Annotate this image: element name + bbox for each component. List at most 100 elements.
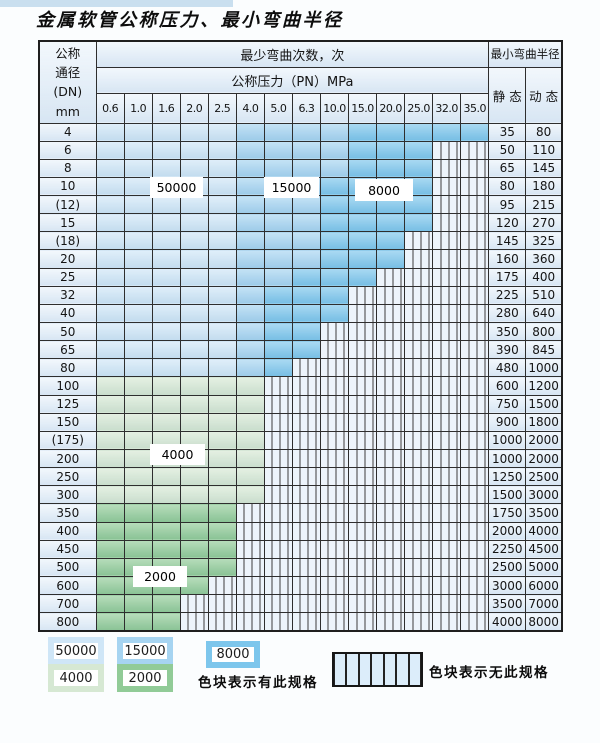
legend-swatch-4000: 4000 xyxy=(48,664,104,692)
no-spec-cell xyxy=(404,249,434,269)
no-spec-cell xyxy=(432,430,462,451)
spec-cell-2000 xyxy=(123,521,153,541)
spec-cell-15000 xyxy=(291,231,321,251)
no-spec-cell xyxy=(291,503,321,523)
legend-swatch-2000: 2000 xyxy=(117,664,173,692)
no-spec-cell xyxy=(460,394,490,414)
dynamic-value-cell: 6000 xyxy=(525,576,563,596)
no-spec-cell xyxy=(404,231,434,251)
spec-cell-8000 xyxy=(319,213,350,233)
spec-cell-50000 xyxy=(123,322,153,342)
legend-swatch-15000: 15000 xyxy=(117,637,173,665)
no-spec-cell xyxy=(404,394,434,414)
hatch-cell-decoration xyxy=(408,654,421,685)
spec-cell-2000 xyxy=(151,503,181,523)
no-spec-cell xyxy=(207,594,237,614)
spec-cell-15000 xyxy=(235,322,265,342)
dynamic-value-cell: 400 xyxy=(525,267,563,287)
spec-table: 公称 通径 (DN) mm 最少弯曲次数，次 最小弯曲半径 公称压力（PN）MPa 静 态动 … xyxy=(38,40,563,632)
no-spec-cell xyxy=(319,322,350,342)
static-value-cell: 80 xyxy=(488,176,527,197)
no-spec-cell xyxy=(263,503,293,523)
spec-cell-50000 xyxy=(123,249,153,269)
no-spec-cell xyxy=(376,430,406,451)
no-spec-cell xyxy=(348,303,378,324)
static-value-cell: 3000 xyxy=(488,576,527,596)
spec-cell-4000 xyxy=(151,394,181,414)
no-spec-cell xyxy=(348,539,378,559)
spec-cell-50000 xyxy=(123,303,153,324)
no-spec-cell xyxy=(460,467,490,487)
spec-cell-50000 xyxy=(207,195,237,215)
dynamic-value-cell: 80 xyxy=(525,122,563,142)
no-spec-cell xyxy=(432,358,462,378)
no-spec-cell xyxy=(432,449,462,469)
spec-cell-50000 xyxy=(179,195,209,215)
no-spec-cell xyxy=(235,594,265,614)
no-spec-cell xyxy=(207,612,237,632)
no-spec-cell xyxy=(291,576,321,596)
no-spec-cell xyxy=(432,467,462,487)
dn-cell: 20 xyxy=(38,249,97,269)
no-spec-cell xyxy=(376,449,406,469)
spec-cell-50000 xyxy=(95,158,125,178)
table-row: 15 120 270 xyxy=(38,213,563,233)
no-spec-cell xyxy=(404,521,434,541)
no-spec-cell xyxy=(291,376,321,396)
spec-cell-50000 xyxy=(123,122,153,142)
static-value-cell: 160 xyxy=(488,249,527,269)
spec-cell-8000 xyxy=(348,213,378,233)
spec-cell-8000 xyxy=(319,303,350,324)
no-spec-cell xyxy=(460,485,490,505)
spec-cell-2000 xyxy=(207,539,237,559)
no-spec-cell xyxy=(179,594,209,614)
legend-swatch-50000: 50000 xyxy=(48,637,104,665)
dynamic-value-cell: 1500 xyxy=(525,394,563,414)
no-spec-cell xyxy=(348,358,378,378)
no-spec-cell xyxy=(235,557,265,578)
pressure-tick: 2.0 xyxy=(179,92,209,124)
no-spec-cell xyxy=(460,539,490,559)
no-spec-cell xyxy=(432,249,462,269)
spec-cell-2000 xyxy=(95,521,125,541)
spec-cell-50000 xyxy=(207,267,237,287)
spec-cell-50000 xyxy=(151,122,181,142)
static-value-cell: 350 xyxy=(488,322,527,342)
spec-cell-4000 xyxy=(207,412,237,432)
spec-cell-8000 xyxy=(263,340,293,360)
spec-cell-8000 xyxy=(291,303,321,324)
no-spec-cell xyxy=(460,376,490,396)
spec-cell-50000 xyxy=(123,285,153,305)
spec-cell-15000 xyxy=(235,340,265,360)
spec-cell-15000 xyxy=(291,195,321,215)
no-spec-cell xyxy=(319,430,350,451)
spec-cell-50000 xyxy=(207,303,237,324)
no-spec-cell xyxy=(404,503,434,523)
spec-cell-50000 xyxy=(95,213,125,233)
no-spec-cell xyxy=(235,521,265,541)
no-spec-cell xyxy=(432,303,462,324)
pressure-tick: 10.0 xyxy=(319,92,350,124)
dn-header-line: 公称 xyxy=(55,45,81,61)
table-row: 125 750 1500 xyxy=(38,394,563,414)
static-value-cell: 600 xyxy=(488,376,527,396)
spec-cell-4000 xyxy=(95,376,125,396)
spec-cell-50000 xyxy=(207,340,237,360)
no-spec-cell xyxy=(404,340,434,360)
spec-cell-15000 xyxy=(319,158,350,178)
spec-cell-8000 xyxy=(376,122,406,142)
spec-cell-50000 xyxy=(207,122,237,142)
spec-cell-50000 xyxy=(151,322,181,342)
no-spec-cell xyxy=(376,612,406,632)
no-spec-cell xyxy=(432,231,462,251)
no-spec-cell xyxy=(207,576,237,596)
no-spec-cell xyxy=(404,612,434,632)
spec-cell-2000 xyxy=(123,539,153,559)
spec-cell-50000 xyxy=(207,176,237,197)
spec-cell-50000 xyxy=(179,358,209,378)
dynamic-value-cell: 8000 xyxy=(525,612,563,632)
dynamic-value-cell: 360 xyxy=(525,249,563,269)
no-spec-cell xyxy=(376,557,406,578)
no-spec-cell xyxy=(404,267,434,287)
dn-cell: 4 xyxy=(38,122,97,142)
